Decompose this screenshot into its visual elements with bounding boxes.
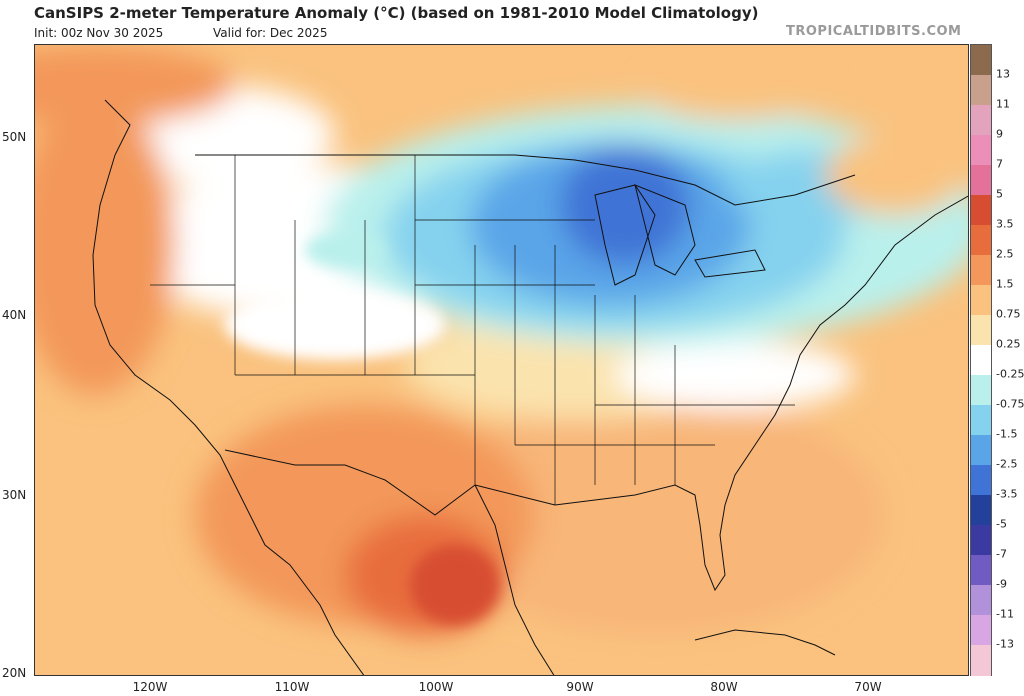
colorbar-tick-label: -13 [996, 637, 1014, 651]
colorbar-segment [971, 405, 991, 436]
anomaly-field-neutral-east [615, 340, 855, 410]
us-canada-border [195, 154, 856, 206]
colorbar-segment [971, 255, 991, 286]
colorbar-segment [971, 315, 991, 346]
lat-label-40n: 40N [2, 308, 27, 322]
colorbar-segment [971, 645, 991, 676]
colorbar-tick-label: 13 [996, 67, 1010, 81]
colorbar-tick-label: 9 [996, 127, 1003, 141]
colorbar-segment [971, 495, 991, 526]
colorbar-segment [971, 555, 991, 586]
anomaly-field-warm-maritimes [825, 135, 965, 215]
lat-label-30n: 30N [2, 488, 27, 502]
colorbar-tick-label: 1.5 [996, 277, 1014, 291]
temperature-anomaly-map [34, 44, 969, 676]
anomaly-field-warm-hudson [645, 70, 825, 120]
gulf-mexico-coastline [474, 484, 555, 675]
anomaly-field-gulf [425, 395, 885, 635]
caribbean-islands [694, 629, 836, 656]
valid-time: Valid for: Dec 2025 [213, 26, 328, 40]
colorbar-segment [971, 135, 991, 166]
colorbar-segment [971, 435, 991, 466]
colorbar-segment [971, 225, 991, 256]
colorbar-segment [971, 345, 991, 376]
colorbar-segment [971, 615, 991, 646]
colorbar-tick-label: -9 [996, 577, 1007, 591]
lon-label-80w: 80W [710, 680, 738, 694]
lon-label-120w: 120W [132, 680, 168, 694]
colorbar-segment [971, 195, 991, 226]
colorbar-tick-label: 11 [996, 97, 1010, 111]
pacific-coastline [92, 99, 365, 675]
colorbar-tick-label: 7 [996, 157, 1003, 171]
atlantic-coastline [474, 195, 968, 592]
colorbar-tick-label: -3.5 [996, 487, 1018, 501]
colorbar-segment [971, 165, 991, 196]
map-title: CanSIPS 2-meter Temperature Anomaly (°C)… [34, 4, 759, 22]
colorbar-segment [971, 45, 991, 76]
site-watermark: TROPICALTIDBITS.COM [786, 24, 962, 39]
state-borders [150, 155, 795, 505]
colorbar-tick-label: -2.5 [996, 457, 1018, 471]
boundaries [92, 99, 968, 675]
colorbar-segment [971, 105, 991, 136]
colorbar-tick-label: 3.5 [996, 217, 1014, 231]
colorbar-segment [971, 375, 991, 406]
lon-label-90w: 90W [566, 680, 594, 694]
colorbar-tick-label: 0.25 [996, 337, 1021, 351]
anomaly-field-max-mexico [410, 545, 500, 625]
colorbar-segment [971, 585, 991, 616]
colorbar-tick-label: 2.5 [996, 247, 1014, 261]
colorbar-tick-label: -0.25 [996, 367, 1024, 381]
lat-label-20n: 20N [2, 666, 27, 680]
anomaly-field-cool-strong [560, 145, 690, 265]
colorbar-segment [971, 75, 991, 106]
colorbar-segment [971, 465, 991, 496]
init-time: Init: 00z Nov 30 2025 [34, 26, 164, 40]
colorbar-tick-label: -1.5 [996, 427, 1018, 441]
colorbar-tick-label: 0.75 [996, 307, 1021, 321]
lon-label-70w: 70W [854, 680, 882, 694]
us-mexico-border [224, 449, 476, 516]
colorbar-tick-label: -5 [996, 517, 1007, 531]
colorbar [970, 44, 992, 676]
colorbar-tick-label: -0.75 [996, 397, 1024, 411]
colorbar-segment [971, 525, 991, 556]
colorbar-tick-label: 5 [996, 187, 1003, 201]
anomaly-field-warm-pacific [35, 95, 175, 395]
colorbar-tick-label: -7 [996, 547, 1007, 561]
anomaly-field-neutral-rockies [225, 290, 445, 360]
lat-label-50n: 50N [2, 130, 27, 144]
lon-label-100w: 100W [418, 680, 454, 694]
anomaly-field-cool-wyoming [305, 232, 385, 268]
lon-label-110w: 110W [274, 680, 310, 694]
anomaly-field-warm-north-pacific [35, 45, 235, 125]
great-lakes [594, 184, 766, 286]
colorbar-tick-label: -11 [996, 607, 1014, 621]
colorbar-segment [971, 285, 991, 316]
